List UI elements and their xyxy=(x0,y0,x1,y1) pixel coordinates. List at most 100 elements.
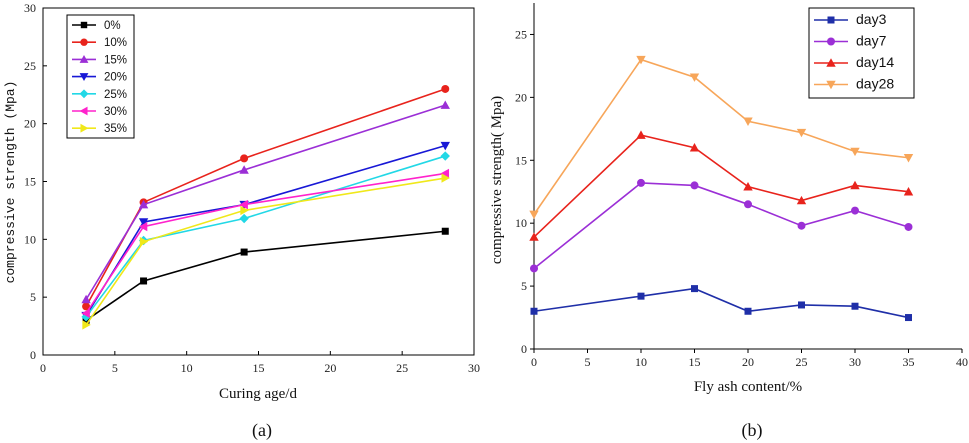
legend-marker-25% xyxy=(79,89,89,99)
chart-a-ticks: 0 5 10 15 20 25 30 0 5 10 15 20 25 30 xyxy=(24,1,480,375)
chart-a: 0 5 10 15 20 25 30 0 5 10 15 20 25 30 Curing age/d co… xyxy=(3,1,480,441)
data-point-day14 xyxy=(689,142,700,152)
legend-label-day3: day3 xyxy=(856,11,887,27)
data-point-20% xyxy=(138,218,149,227)
legend-marker-10% xyxy=(80,38,88,46)
data-point-20% xyxy=(440,141,450,151)
chart-b-xlabel: Fly ash content/% xyxy=(694,379,802,395)
data-point-15% xyxy=(239,165,249,174)
y-tick-label: 15 xyxy=(24,175,36,189)
data-point-35% xyxy=(240,205,249,216)
legend-marker-30% xyxy=(79,106,88,116)
x-tick-label: 20 xyxy=(324,361,336,375)
chart-b-ticks: 0 5 10 15 20 25 30 35 40 0 5 10 15 20 25 xyxy=(515,27,968,369)
chart-b-legend: day3 day7 day14 day28 xyxy=(808,7,915,99)
data-point-10% xyxy=(441,84,450,93)
legend-marker-day7 xyxy=(827,37,835,46)
chart-b-panel-label: (b) xyxy=(742,420,763,441)
legend-label-15%: 15% xyxy=(104,54,127,66)
legend-label-day14: day14 xyxy=(856,54,894,70)
x-tick-label: 20 xyxy=(742,355,754,369)
y-tick-label: 0 xyxy=(521,342,527,356)
x-tick-label: 5 xyxy=(585,355,591,369)
data-point-day28 xyxy=(529,210,539,220)
data-point-day3 xyxy=(691,285,698,293)
x-tick-label: 10 xyxy=(181,361,193,375)
series-line-25% xyxy=(85,155,446,318)
legend-marker-35% xyxy=(80,123,89,133)
data-point-day7 xyxy=(851,206,859,215)
data-point-0% xyxy=(441,227,449,235)
x-tick-label: 10 xyxy=(635,355,647,369)
data-point-day28 xyxy=(636,55,646,65)
x-tick-label: 40 xyxy=(956,355,968,369)
data-point-day28 xyxy=(689,73,700,82)
data-point-35% xyxy=(441,173,450,183)
data-point-day14 xyxy=(743,181,753,191)
y-tick-label: 25 xyxy=(24,59,36,73)
chart-b-legend-box xyxy=(808,7,915,99)
chart-b: 0 5 10 15 20 25 30 35 40 0 5 10 15 20 25 Fly ash conte… xyxy=(489,3,968,441)
data-point-15% xyxy=(138,199,149,209)
data-point-30% xyxy=(81,308,90,319)
y-tick-label: 25 xyxy=(515,27,527,41)
series-line-30% xyxy=(85,172,446,314)
data-point-day3 xyxy=(530,307,538,315)
data-point-35% xyxy=(139,236,149,247)
data-point-day28 xyxy=(903,153,914,163)
legend-marker-day14 xyxy=(826,58,836,67)
data-point-day3 xyxy=(905,314,912,322)
legend-marker-0% xyxy=(80,21,88,29)
x-tick-label: 15 xyxy=(253,361,265,375)
chart-b-series xyxy=(529,55,914,322)
data-point-25% xyxy=(440,151,450,161)
legend-marker-day28 xyxy=(826,80,836,90)
legend-label-35%: 35% xyxy=(104,123,127,135)
chart-a-panel-label: (a) xyxy=(252,420,272,441)
data-point-15% xyxy=(440,100,450,109)
y-tick-label: 5 xyxy=(30,290,36,304)
data-point-30% xyxy=(138,221,148,232)
data-point-day14 xyxy=(796,195,807,205)
legend-label-20%: 20% xyxy=(104,72,127,84)
x-tick-label: 30 xyxy=(849,355,861,369)
series-line-10% xyxy=(85,88,446,307)
x-tick-label: 25 xyxy=(396,361,408,375)
series-line-0% xyxy=(85,230,446,321)
data-point-day7 xyxy=(690,181,699,190)
chart-a-ylabel: compressive strength (Mpa) xyxy=(3,81,18,284)
data-point-10% xyxy=(82,302,91,311)
legend-label-day28: day28 xyxy=(856,76,894,92)
chart-b-ylabel: compressive strength( Mpa) xyxy=(489,96,505,264)
y-tick-label: 15 xyxy=(515,153,527,167)
legend-label-0%: 0% xyxy=(104,20,121,32)
data-point-day7 xyxy=(904,222,913,231)
data-point-0% xyxy=(240,248,248,256)
data-point-day14 xyxy=(529,232,539,241)
data-point-35% xyxy=(82,320,91,330)
data-point-day7 xyxy=(530,264,538,273)
y-tick-label: 10 xyxy=(24,232,36,246)
data-point-day3 xyxy=(798,301,805,309)
y-tick-label: 5 xyxy=(521,279,527,293)
data-point-day7 xyxy=(797,221,806,230)
data-point-15% xyxy=(81,294,91,304)
series-line-day7 xyxy=(533,182,909,270)
data-point-day28 xyxy=(850,147,860,157)
series-line-15% xyxy=(85,104,446,300)
data-point-day28 xyxy=(796,128,807,138)
x-tick-label: 0 xyxy=(531,355,537,369)
x-tick-label: 30 xyxy=(468,361,480,375)
legend-marker-day3 xyxy=(827,16,835,24)
legend-marker-20% xyxy=(79,73,89,81)
legend-marker-15% xyxy=(79,55,89,63)
data-point-25% xyxy=(239,213,249,224)
chart-a-legend: 0% 10% 15% 20% 25% 30% 35% xyxy=(66,14,135,139)
data-point-day14 xyxy=(636,130,646,139)
data-point-day3 xyxy=(637,292,645,300)
chart-a-xlabel: Curing age/d xyxy=(219,386,297,402)
x-tick-label: 5 xyxy=(112,361,118,375)
data-point-day14 xyxy=(903,187,914,196)
x-tick-label: 35 xyxy=(903,355,915,369)
data-point-day14 xyxy=(850,180,860,190)
